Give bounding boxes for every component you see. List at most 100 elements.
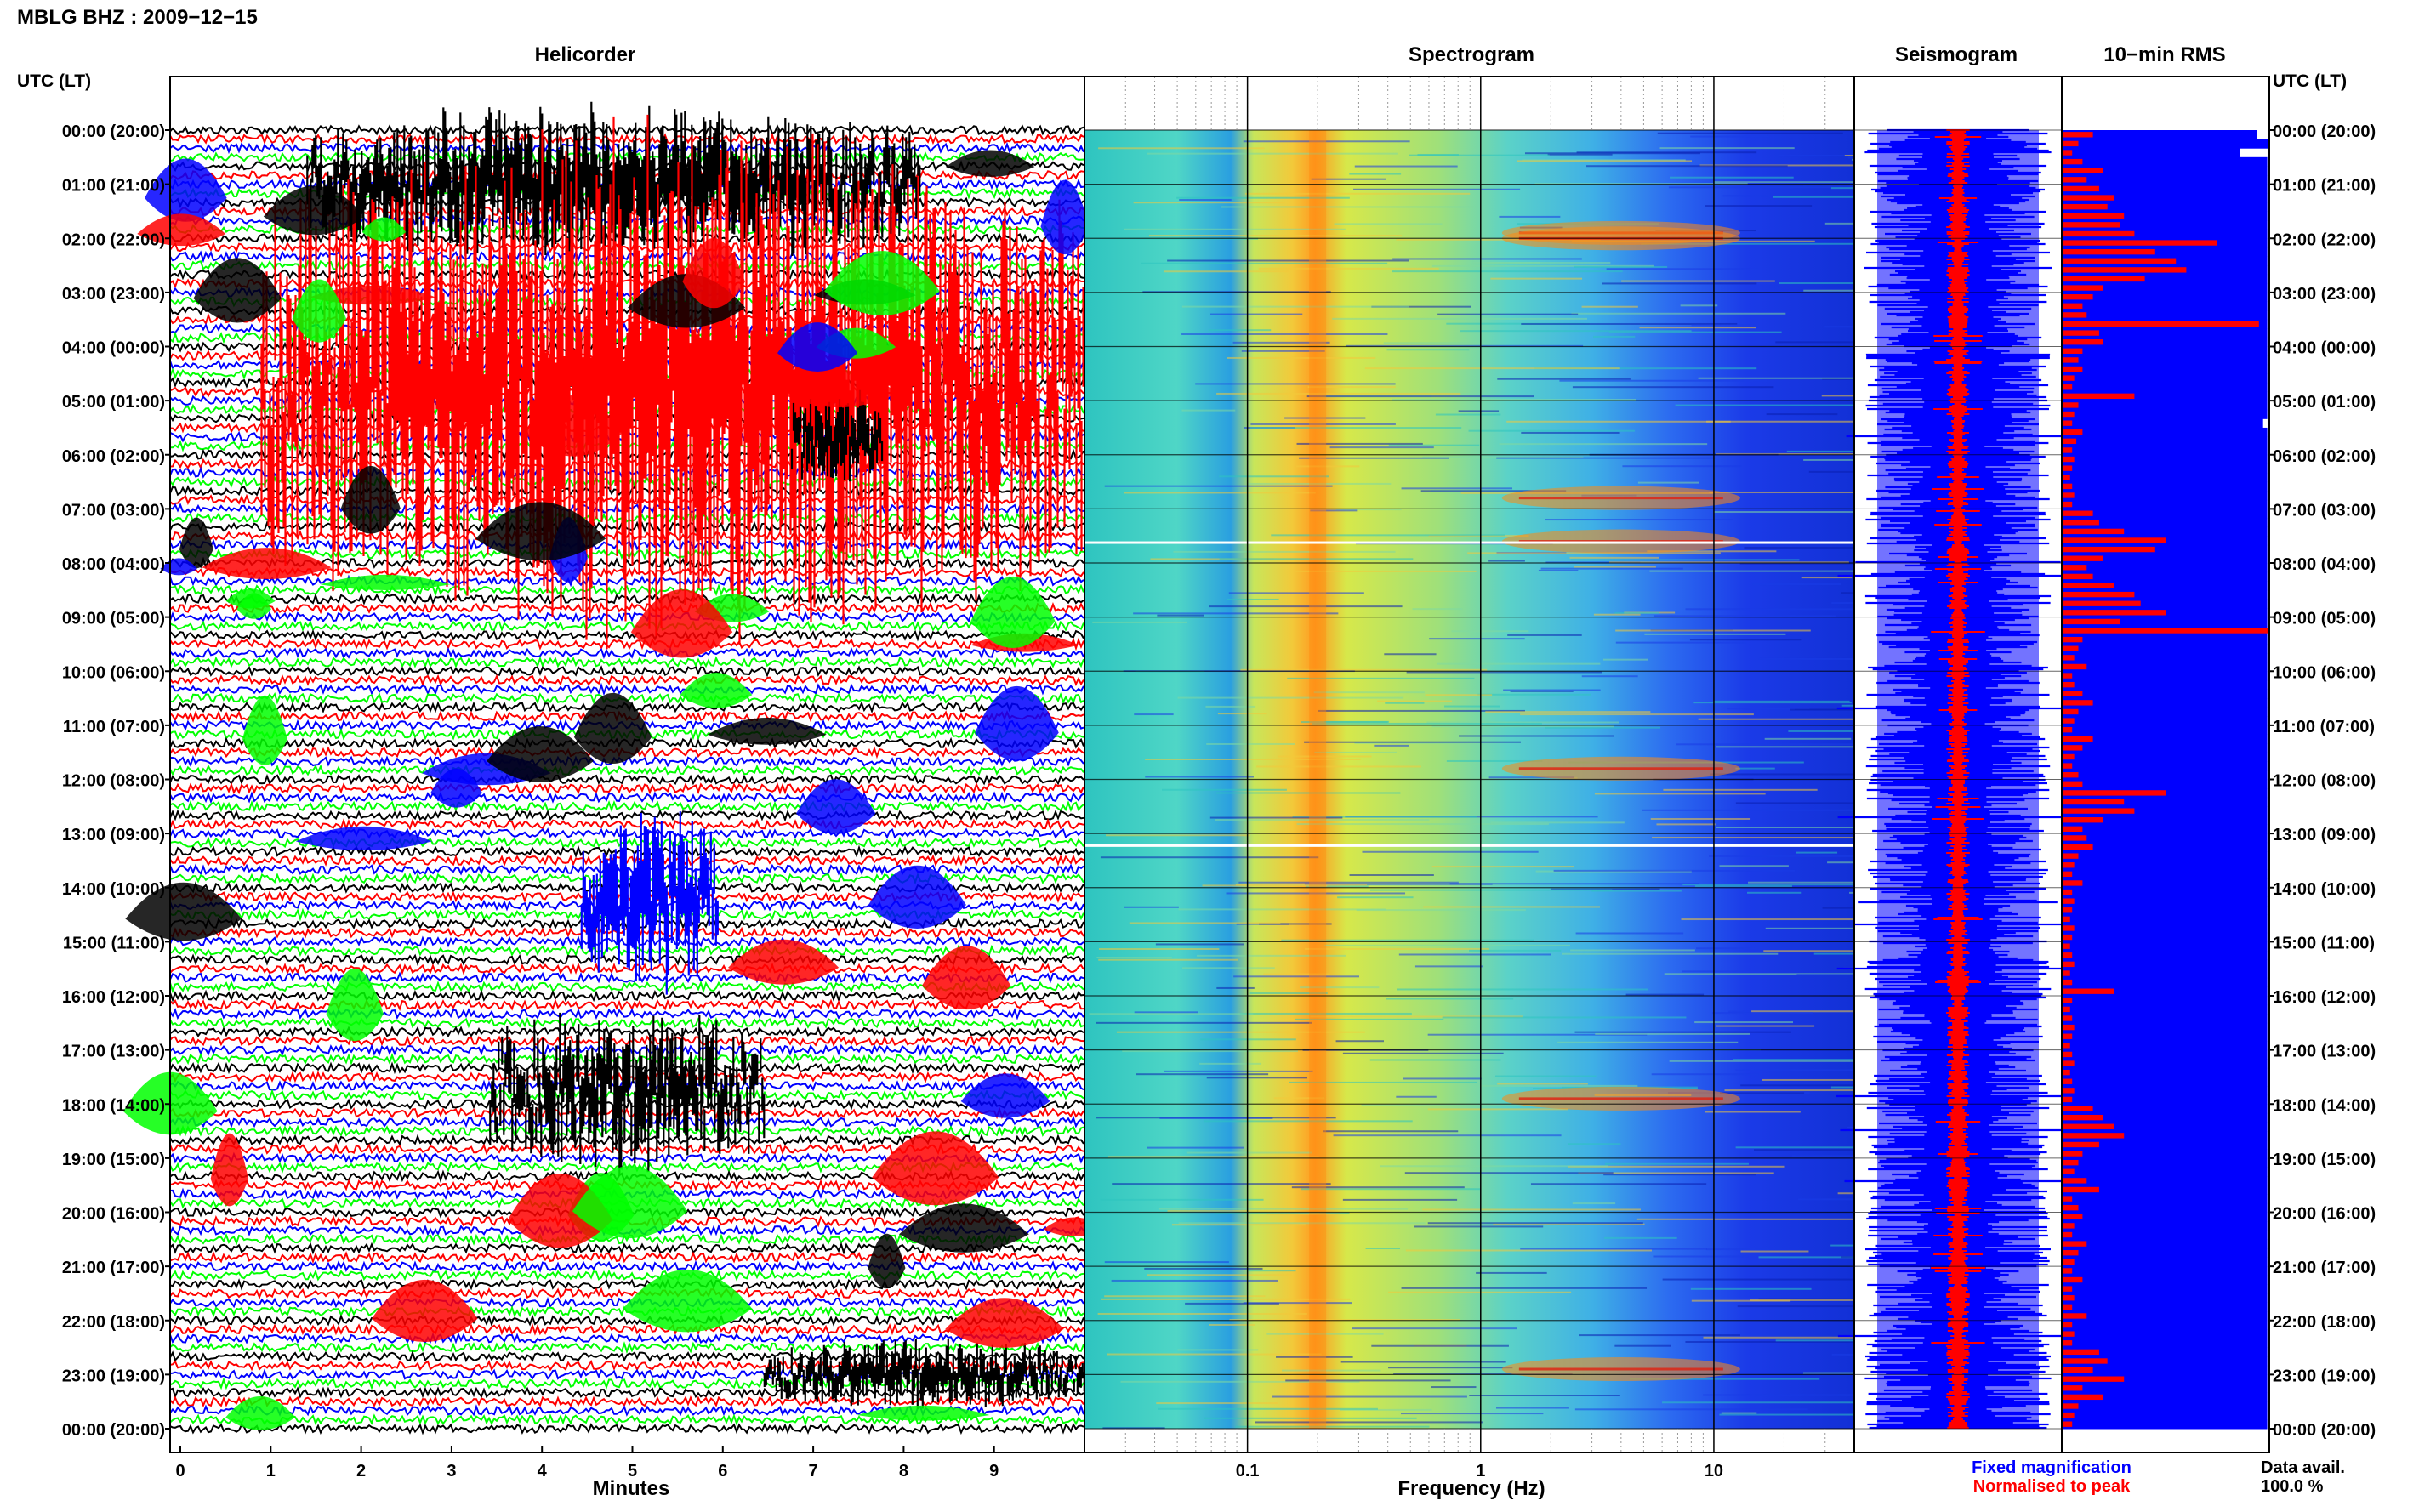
spectrogram-streak bbox=[1709, 855, 1854, 857]
spectrogram-streak bbox=[1830, 1244, 1854, 1247]
spectrogram-streak bbox=[1775, 341, 1854, 344]
spectrogram-streak bbox=[1721, 1412, 1757, 1414]
rms-fixed-bar bbox=[2062, 589, 2268, 600]
rms-normalised-bar bbox=[2062, 537, 2166, 543]
spectrogram-streak bbox=[1176, 196, 1350, 199]
spectrogram-streak bbox=[1323, 1130, 1459, 1133]
time-axis-labels: 00:00 (20:00) 00:00 (20:00) 01:00 (21:00) 0… bbox=[62, 122, 2376, 1440]
spectrogram-streak bbox=[1524, 152, 1700, 155]
spectrogram-streak bbox=[1235, 1425, 1430, 1428]
rms-normalised-bar bbox=[2062, 393, 2135, 400]
rms-fixed-bar bbox=[2062, 1067, 2268, 1077]
spectrogram-streak bbox=[1200, 1038, 1296, 1041]
rms-fixed-bar bbox=[2062, 1104, 2268, 1114]
spectrogram-streak bbox=[1716, 452, 1854, 455]
legend-fixed-magnification: Fixed magnification bbox=[1972, 1458, 2132, 1477]
spectrogram-streak bbox=[1803, 458, 1853, 461]
rms-normalised-bar bbox=[2062, 1358, 2108, 1364]
rms-normalised-bar bbox=[2062, 681, 2075, 688]
spectrogram-streak bbox=[1301, 721, 1388, 724]
spectrogram-streak bbox=[1384, 653, 1437, 656]
heli-x-tick-label: 3 bbox=[447, 1462, 456, 1481]
spectrogram-streak bbox=[1813, 952, 1854, 955]
spectrogram-streak bbox=[1292, 816, 1477, 818]
rms-normalised-bar bbox=[2062, 438, 2077, 445]
time-label-left: 10:00 (06:00) bbox=[62, 663, 165, 682]
spectrogram-streak bbox=[1380, 1165, 1608, 1168]
spectrogram-streak bbox=[1841, 1256, 1854, 1259]
helicorder-spike bbox=[295, 826, 432, 851]
rms-normalised-bar bbox=[2062, 447, 2073, 453]
rms-normalised-bar bbox=[2062, 1394, 2103, 1401]
spectrogram-streak bbox=[1762, 1078, 1854, 1081]
spectrogram-streak bbox=[1185, 1302, 1279, 1305]
rms-normalised-bar bbox=[2062, 1043, 2070, 1049]
spectrogram-streak bbox=[1179, 199, 1232, 202]
spectrogram-streak bbox=[1346, 344, 1584, 347]
rms-normalised-bar bbox=[2062, 1205, 2079, 1211]
rms-normalised-bar bbox=[2062, 267, 2187, 273]
rms-fixed-bar bbox=[2062, 1176, 2268, 1186]
rms-fixed-bar bbox=[2062, 860, 2268, 871]
spectrogram-streak bbox=[1636, 1218, 1854, 1220]
spectrogram-streak bbox=[1493, 1223, 1645, 1225]
spectrogram-streak bbox=[1426, 721, 1619, 724]
spectrogram-streak bbox=[1369, 1059, 1501, 1061]
spectrogram-streak bbox=[1361, 1104, 1542, 1106]
rms-normalised-bar bbox=[2062, 1286, 2073, 1292]
spectrogram-streak bbox=[1650, 817, 1751, 820]
spectrogram-streak bbox=[1235, 884, 1368, 886]
data-avail-label: Data avail. bbox=[2261, 1458, 2345, 1477]
time-label-right: 18:00 (14:00) bbox=[2273, 1096, 2376, 1115]
spectrogram-streak bbox=[1437, 313, 1579, 315]
rms-fixed-bar bbox=[2062, 689, 2268, 699]
spectrogram-band-line bbox=[1518, 497, 1723, 500]
helicorder-trace bbox=[169, 1422, 1084, 1435]
spectrogram-streak bbox=[1120, 1380, 1360, 1383]
rms-normalised-bar bbox=[2062, 222, 2120, 228]
rms-fixed-bar bbox=[2062, 355, 2268, 366]
rms-normalised-bar bbox=[2062, 998, 2073, 1003]
helicorder-trace bbox=[169, 619, 1084, 633]
rms-fixed-bar bbox=[2062, 554, 2268, 564]
spectrogram-streak bbox=[1089, 1013, 1254, 1015]
spectrogram-streak bbox=[1300, 986, 1380, 989]
spectrogram-streak bbox=[1830, 1086, 1854, 1089]
spectrogram-streak bbox=[1364, 367, 1620, 370]
spectrogram-streak bbox=[1540, 567, 1683, 570]
spectrogram-streak bbox=[1353, 188, 1521, 190]
spectrogram-streak bbox=[1521, 322, 1738, 325]
rms-fixed-bar bbox=[2062, 301, 2268, 311]
rms-normalised-bar bbox=[2062, 726, 2073, 733]
spectrogram-streak bbox=[1575, 932, 1684, 935]
rms-normalised-bar bbox=[2062, 826, 2083, 833]
spectrogram-streak bbox=[1706, 420, 1854, 423]
spectrogram-streak bbox=[1497, 378, 1631, 380]
seismogram-title: Seismogram bbox=[1895, 43, 2018, 66]
rms-fixed-bar bbox=[2062, 401, 2268, 411]
spectrogram-streak bbox=[1764, 737, 1852, 740]
rms-fixed-bar bbox=[2062, 761, 2268, 771]
spectrogram-streak bbox=[1615, 641, 1747, 644]
helicorder-event-black bbox=[790, 389, 884, 482]
spectrogram-xlabel: Frequency (Hz) bbox=[1397, 1477, 1545, 1500]
spectrogram-streak bbox=[1116, 1031, 1365, 1033]
helicorder-spike bbox=[179, 517, 213, 569]
rms-fixed-bar bbox=[2062, 671, 2268, 681]
spectrogram-streak bbox=[1822, 907, 1854, 909]
rms-normalised-bar bbox=[2062, 835, 2087, 841]
spectrogram-streak bbox=[1427, 1108, 1568, 1111]
spectrogram-streak bbox=[1477, 693, 1591, 696]
helicorder-title: Helicorder bbox=[535, 43, 636, 66]
rms-fixed-bar bbox=[2062, 544, 2268, 554]
spectrogram-streak bbox=[1104, 1295, 1266, 1298]
rms-normalised-bar bbox=[2062, 1403, 2079, 1409]
helicorder-spike bbox=[475, 502, 606, 561]
spectrogram-streak bbox=[1195, 383, 1396, 385]
spectrogram-streak bbox=[1622, 465, 1742, 468]
spectrogram-streak bbox=[1356, 909, 1526, 912]
spectrogram-streak bbox=[1369, 889, 1613, 891]
rms-fixed-bar bbox=[2062, 1275, 2268, 1285]
time-label-left: 21:00 (17:00) bbox=[62, 1259, 165, 1277]
